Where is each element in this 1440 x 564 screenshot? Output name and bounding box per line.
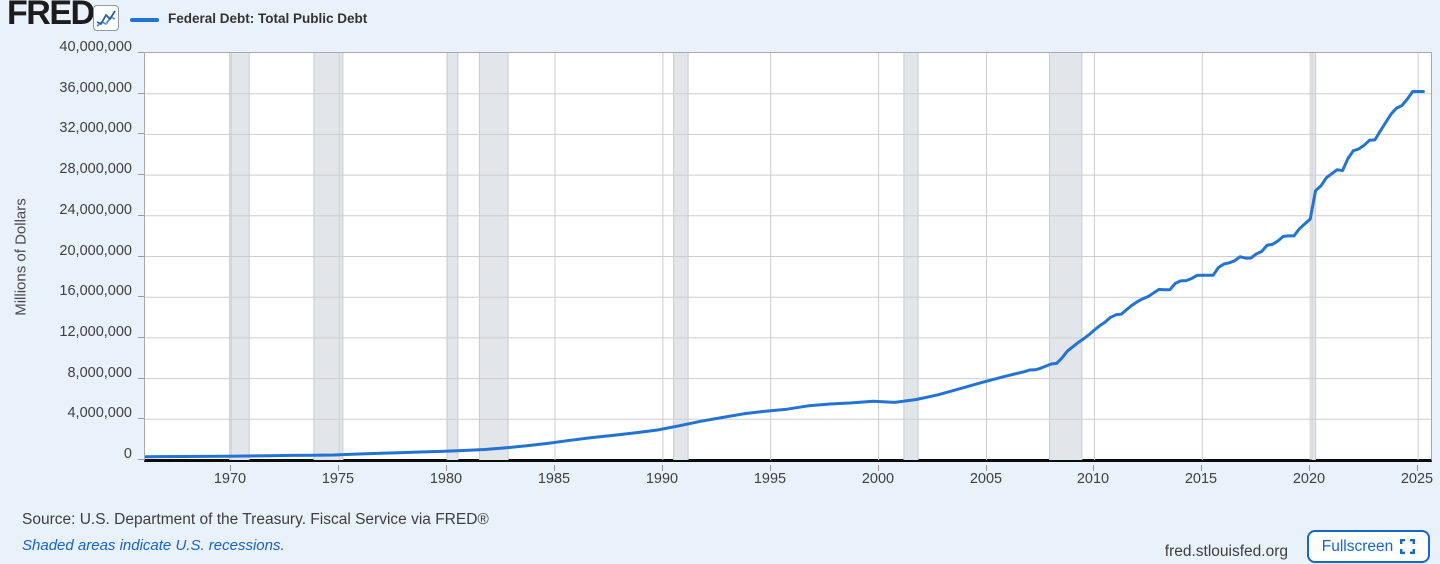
x-tick-label: 1980	[429, 471, 463, 487]
x-tick-mark	[662, 465, 663, 471]
y-tick-mark	[138, 378, 144, 379]
fred-logo-text: FRED	[7, 0, 95, 32]
y-tick-mark	[138, 296, 144, 297]
y-tick-mark	[138, 459, 144, 460]
y-tick-label: 40,000,000	[59, 39, 132, 55]
legend-line-swatch	[130, 18, 159, 22]
x-tick-label: 1995	[753, 471, 787, 487]
y-tick-mark	[138, 93, 144, 94]
x-tick-label: 2015	[1184, 471, 1218, 487]
x-tick-label: 2020	[1292, 471, 1326, 487]
y-tick-label: 4,000,000	[67, 405, 132, 421]
y-tick-mark	[138, 133, 144, 134]
debt-line-chart	[145, 53, 1431, 460]
y-tick-mark	[138, 52, 144, 53]
y-tick-label: 24,000,000	[59, 202, 132, 218]
x-tick-mark	[878, 465, 879, 471]
x-tick-label: 1975	[321, 471, 355, 487]
fred-site-link[interactable]: fred.stlouisfed.org	[1164, 543, 1288, 560]
x-tick-mark	[1201, 465, 1202, 471]
source-text: Source: U.S. Department of the Treasury.…	[22, 511, 489, 528]
x-tick-mark	[230, 465, 231, 471]
y-tick-label: 8,000,000	[67, 365, 132, 381]
x-tick-mark	[446, 465, 447, 471]
x-tick-label: 1985	[537, 471, 571, 487]
x-tick-mark	[1093, 465, 1094, 471]
y-tick-mark	[138, 174, 144, 175]
x-tick-label: 2010	[1076, 471, 1110, 487]
x-tick-mark	[986, 465, 987, 471]
y-tick-label: 28,000,000	[59, 161, 132, 177]
sparkline-chart-icon	[93, 5, 119, 31]
fullscreen-icon	[1400, 539, 1416, 554]
x-tick-label: 1970	[213, 471, 247, 487]
recessions-link[interactable]: Shaded areas indicate U.S. recessions.	[22, 537, 285, 554]
y-tick-label: 32,000,000	[59, 120, 132, 136]
x-tick-label: 2005	[969, 471, 1003, 487]
y-tick-mark	[138, 337, 144, 338]
x-tick-label: 2025	[1400, 471, 1434, 487]
x-tick-mark	[1417, 465, 1418, 471]
x-tick-mark	[770, 465, 771, 471]
x-tick-label: 2000	[861, 471, 895, 487]
y-tick-label: 16,000,000	[59, 283, 132, 299]
y-tick-mark	[138, 256, 144, 257]
x-tick-mark	[554, 465, 555, 471]
x-tick-mark	[1309, 465, 1310, 471]
y-tick-label: 0	[123, 446, 132, 462]
fred-logo[interactable]: FRED®	[7, 0, 100, 33]
fullscreen-button-label: Fullscreen	[1321, 537, 1394, 555]
y-tick-label: 12,000,000	[59, 324, 132, 340]
x-tick-mark	[338, 465, 339, 471]
y-tick-mark	[138, 418, 144, 419]
y-tick-label: 20,000,000	[59, 243, 132, 259]
plot-area[interactable]	[144, 52, 1432, 462]
fullscreen-button[interactable]: Fullscreen	[1307, 530, 1430, 563]
y-tick-mark	[138, 215, 144, 216]
x-tick-label: 1990	[645, 471, 679, 487]
legend-label: Federal Debt: Total Public Debt	[168, 11, 368, 26]
y-tick-label: 36,000,000	[59, 80, 132, 96]
